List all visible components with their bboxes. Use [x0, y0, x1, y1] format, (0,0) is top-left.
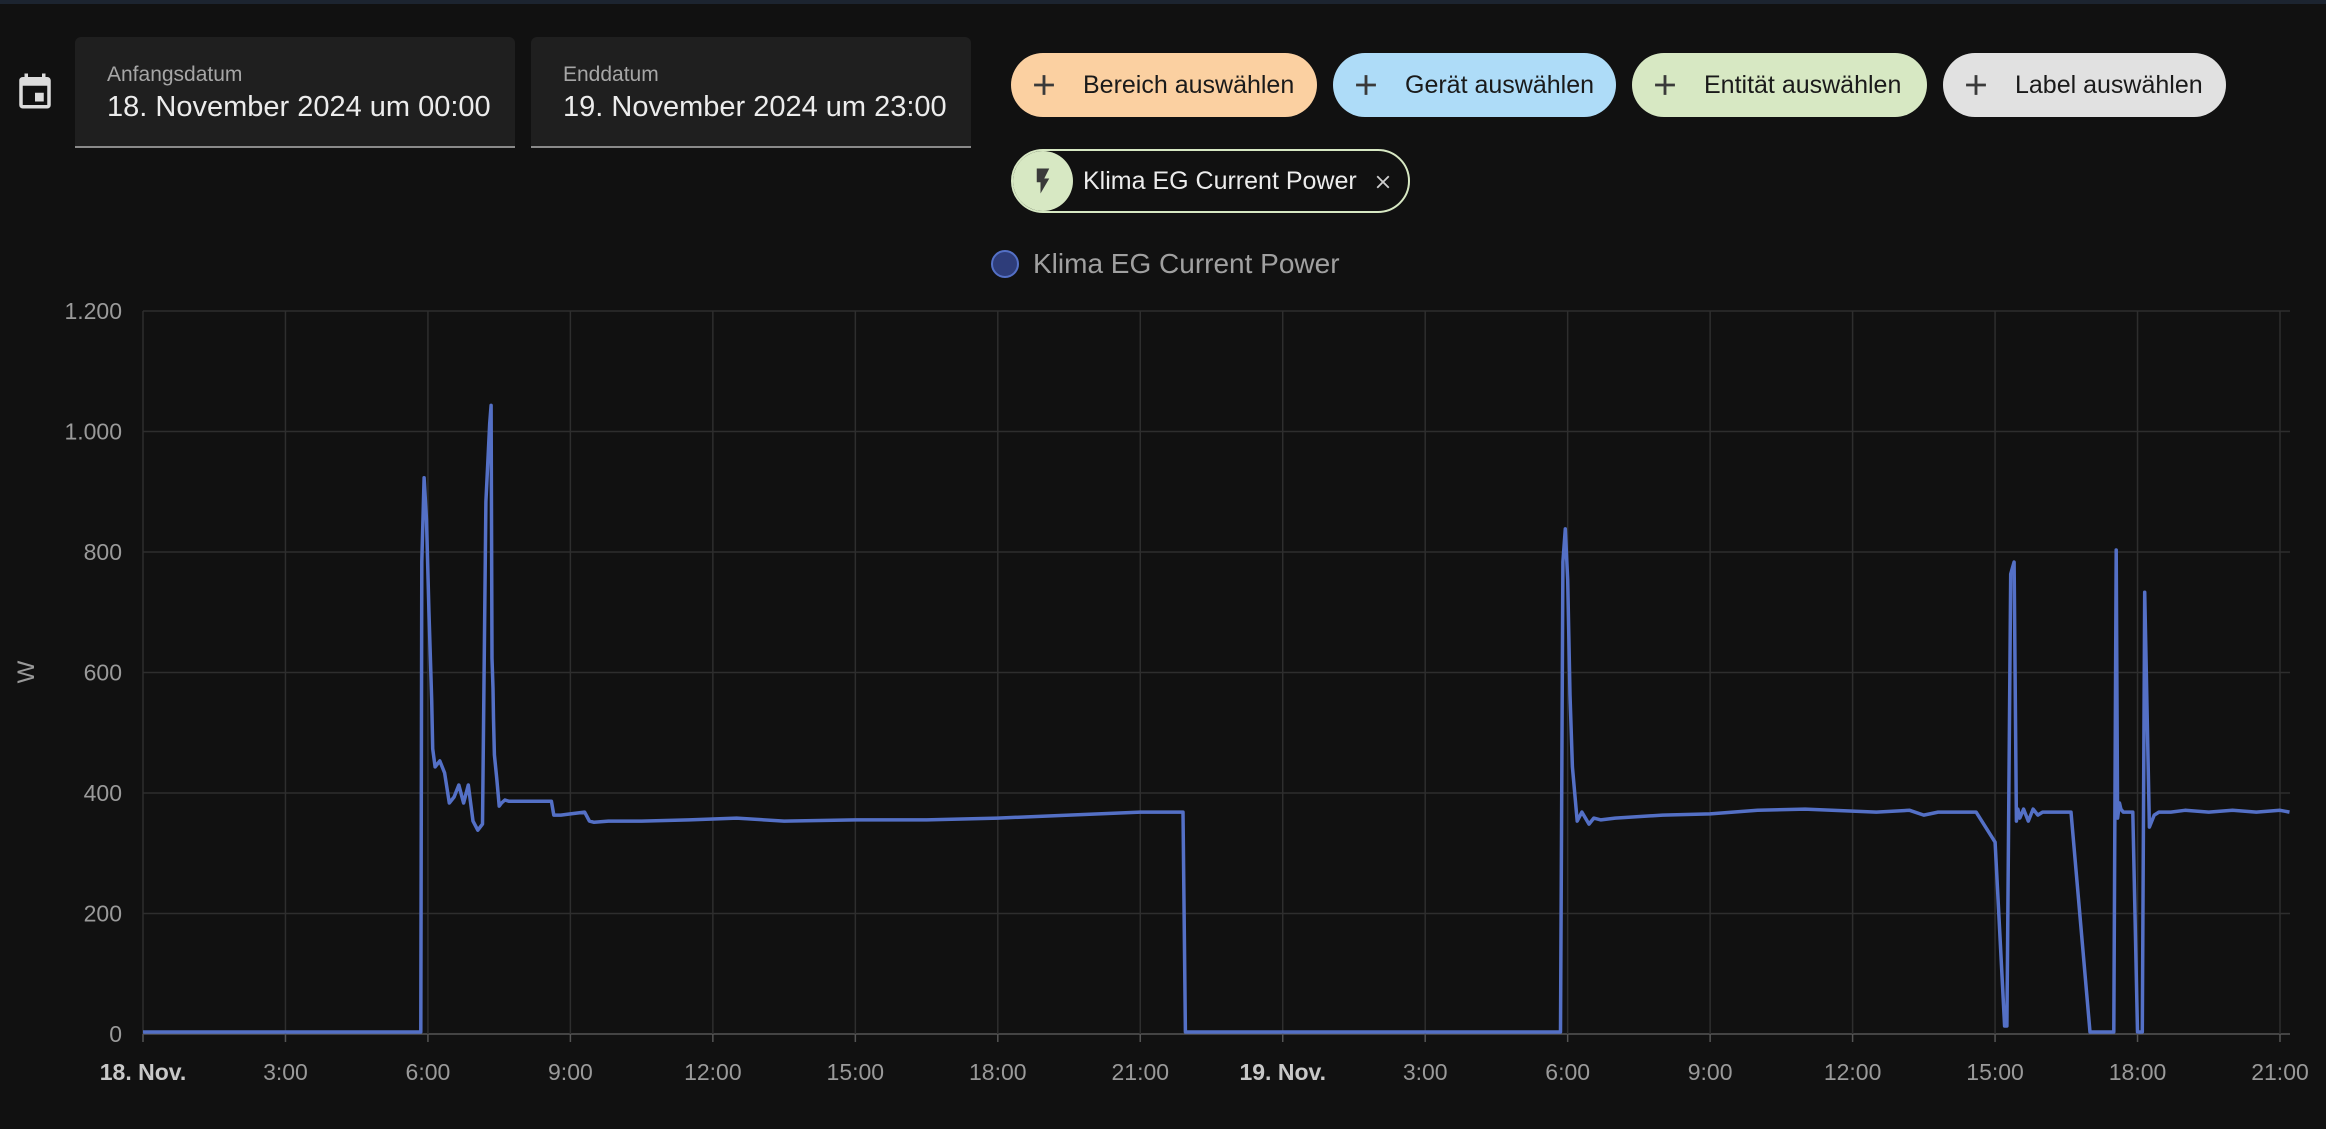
x-tick-label: 6:00	[406, 1059, 451, 1085]
y-tick-label: 1.200	[64, 298, 122, 324]
chart-series	[143, 403, 2290, 1034]
x-tick-label: 12:00	[684, 1059, 742, 1085]
x-tick-label: 6:00	[1545, 1059, 1590, 1085]
plus-icon	[1034, 75, 1054, 95]
plus-icon	[1356, 75, 1376, 95]
x-tick-label: 3:00	[1403, 1059, 1448, 1085]
entity-icon-circle	[1013, 151, 1073, 211]
close-icon[interactable]	[1372, 171, 1394, 193]
add-device-button[interactable]: Gerät auswählen	[1333, 53, 1616, 117]
chart-legend[interactable]: Klima EG Current Power	[991, 248, 1340, 280]
y-tick-label: 800	[84, 539, 122, 565]
x-tick-label: 9:00	[548, 1059, 593, 1085]
y-axis-ticks: 0 200 400 600 800 1.000 1.200	[64, 298, 122, 1047]
flash-icon	[1036, 168, 1050, 194]
add-entity-label: Entität auswählen	[1704, 70, 1902, 99]
x-tick-label: 18. Nov.	[100, 1059, 187, 1085]
x-tick-label: 12:00	[1824, 1059, 1882, 1085]
start-date-label: Anfangsdatum	[107, 63, 243, 86]
y-tick-label: 1.000	[64, 419, 122, 445]
end-date-label: Enddatum	[563, 63, 659, 86]
x-tick-label: 18:00	[969, 1059, 1027, 1085]
x-tick-label: 15:00	[1966, 1059, 2024, 1085]
y-tick-label: 0	[109, 1021, 122, 1047]
add-label-button[interactable]: Label auswählen	[1943, 53, 2226, 117]
add-entity-button[interactable]: Entität auswählen	[1632, 53, 1927, 117]
x-tick-label: 3:00	[263, 1059, 308, 1085]
add-area-button[interactable]: Bereich auswählen	[1011, 53, 1317, 117]
plus-icon	[1966, 75, 1986, 95]
selected-entity-chip[interactable]: Klima EG Current Power	[1011, 149, 1410, 213]
y-tick-label: 600	[84, 660, 122, 686]
y-tick-label: 400	[84, 780, 122, 806]
calendar-icon[interactable]	[14, 70, 56, 112]
series-line-klima-eg-current-power[interactable]	[143, 403, 2290, 1034]
x-tick-label: 19. Nov.	[1239, 1059, 1326, 1085]
y-axis-label: W	[13, 660, 40, 683]
add-area-label: Bereich auswählen	[1083, 70, 1295, 99]
x-tick-label: 21:00	[1111, 1059, 1169, 1085]
top-border	[0, 0, 2326, 4]
x-tick-label: 18:00	[2109, 1059, 2167, 1085]
x-axis-ticks: 18. Nov. 3:00 6:00 9:00 12:00 15:00 18:00 21:00…	[100, 1059, 2309, 1085]
start-date-value: 18. November 2024 um 00:00	[107, 91, 491, 123]
x-tick-label: 21:00	[2251, 1059, 2309, 1085]
chart-grid	[142, 310, 2290, 1042]
legend-label: Klima EG Current Power	[1033, 248, 1340, 279]
x-tick-label: 9:00	[1688, 1059, 1733, 1085]
selected-entity-label: Klima EG Current Power	[1083, 166, 1357, 195]
add-device-label: Gerät auswählen	[1405, 70, 1595, 99]
plus-icon	[1655, 75, 1675, 95]
legend-marker	[991, 250, 1019, 278]
end-date-value: 19. November 2024 um 23:00	[563, 91, 947, 123]
start-date-field[interactable]: Anfangsdatum 18. November 2024 um 00:00	[75, 37, 515, 148]
end-date-field[interactable]: Enddatum 19. November 2024 um 23:00	[531, 37, 971, 148]
x-tick-label: 15:00	[827, 1059, 885, 1085]
y-tick-label: 200	[84, 901, 122, 927]
add-label-label: Label auswählen	[2015, 70, 2203, 99]
